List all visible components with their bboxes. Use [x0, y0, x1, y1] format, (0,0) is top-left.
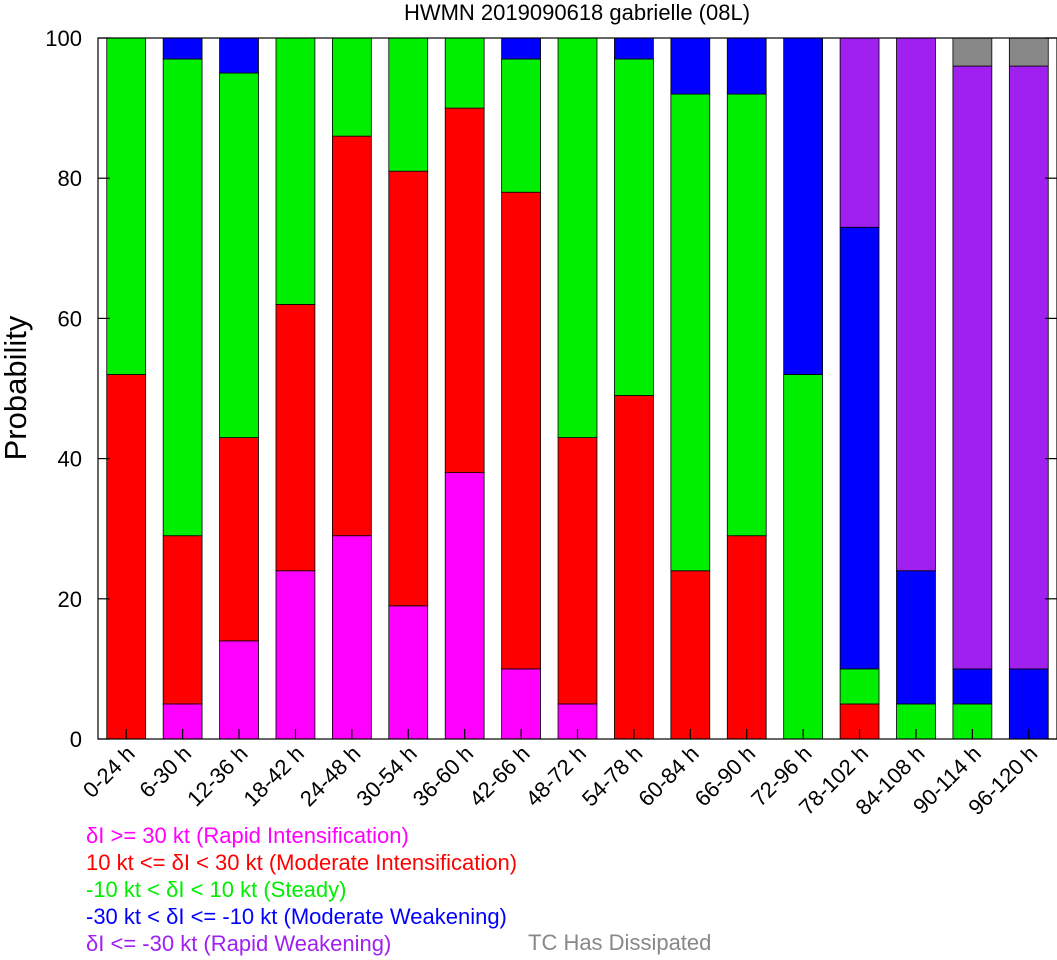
legend-entry-moderate-weakening: -30 kt < δI <= -10 kt (Moderate Weakenin… [86, 904, 507, 929]
bar-segment-1-3 [275, 303, 316, 572]
x-tick-label: 24-48 h [295, 741, 365, 811]
x-tick-label: 18-42 h [238, 741, 308, 811]
bar-segment-3-15 [952, 668, 993, 705]
bar-segment-3-11 [726, 37, 767, 95]
bar-segment-2-6 [444, 37, 485, 109]
bar-segment-4-16 [1008, 65, 1049, 670]
bar-segment-0-5 [388, 605, 429, 740]
bar-segment-4-15 [952, 65, 993, 670]
bar-segment-2-3 [275, 37, 316, 305]
x-tick-label: 12-36 h [182, 741, 252, 811]
bar-segment-1-8 [557, 437, 598, 705]
bar-segment-1-1 [162, 535, 203, 705]
chart-title: HWMN 2019090618 gabrielle (08L) [404, 0, 750, 25]
bar-segment-2-0 [106, 37, 147, 375]
bar-segment-1-0 [106, 374, 147, 740]
bar-segment-3-10 [670, 37, 711, 95]
bar-segment-2-2 [219, 72, 259, 438]
bar-segment-0-6 [444, 472, 485, 740]
bar-segment-4-14 [896, 37, 936, 572]
legend-entry-moderate-intensification: 10 kt <= δI < 30 kt (Moderate Intensific… [86, 850, 518, 875]
legend-entry-steady: -10 kt < δI < 10 kt (Steady) [86, 877, 347, 902]
bar-segment-2-1 [162, 58, 203, 537]
bar-segment-1-4 [331, 135, 372, 537]
bar-segment-0-4 [331, 535, 372, 740]
y-tick-label: 20 [58, 587, 82, 612]
legend-entry-rapid-intensification: δI >= 30 kt (Rapid Intensification) [86, 823, 409, 848]
legend-entry-dissipated: TC Has Dissipated [528, 930, 712, 955]
bar-segment-1-9 [614, 395, 654, 740]
y-tick-label: 80 [58, 166, 82, 191]
bar-segment-1-11 [726, 535, 767, 740]
bar-segment-1-5 [388, 170, 429, 607]
y-tick-label: 0 [70, 727, 82, 752]
bar-segment-2-10 [670, 93, 711, 572]
bar-segment-0-7 [501, 668, 541, 740]
legend: δI >= 30 kt (Rapid Intensification) 10 k… [86, 822, 517, 957]
bar-segment-2-7 [501, 58, 541, 193]
x-tick-label: 0-24 h [78, 741, 140, 803]
bar-segment-2-11 [726, 93, 767, 537]
bar-segment-3-2 [219, 37, 259, 74]
bar-segment-1-6 [444, 107, 485, 474]
x-tick-label: 30-54 h [351, 741, 421, 811]
bar-segment-3-13 [839, 226, 880, 670]
bar-segment-3-16 [1008, 668, 1049, 740]
x-tick-label: 48-72 h [521, 741, 591, 811]
bar-segment-2-12 [783, 374, 823, 740]
bar-segment-2-5 [388, 37, 429, 172]
bar-segment-3-14 [896, 570, 936, 705]
bar-segment-2-9 [614, 58, 654, 396]
x-tick-label: 36-60 h [408, 741, 478, 811]
y-tick-label: 40 [58, 447, 82, 472]
bar-segment-2-4 [331, 37, 372, 137]
bar-segment-3-1 [162, 37, 203, 60]
bar-segment-5-15 [952, 37, 993, 67]
y-axis-label: Probability [0, 315, 33, 460]
x-tick-label: 60-84 h [633, 741, 703, 811]
x-tick-label: 54-78 h [577, 741, 647, 811]
bar-segment-4-13 [839, 37, 880, 228]
bar-segment-5-16 [1008, 37, 1049, 67]
bars-group [106, 37, 1049, 740]
legend-entry-rapid-weakening: δI <= -30 kt (Rapid Weakening) [86, 931, 392, 956]
bar-segment-0-3 [275, 570, 316, 740]
bar-segment-3-9 [614, 37, 654, 60]
bar-segment-2-13 [839, 668, 880, 705]
bar-segment-2-8 [557, 37, 598, 438]
bar-segment-1-2 [219, 437, 259, 642]
x-tick-label: 66-90 h [690, 741, 760, 811]
y-tick-label: 60 [58, 306, 82, 331]
bar-segment-0-2 [219, 640, 259, 740]
bar-segment-3-7 [501, 37, 541, 60]
x-tick-label: 42-66 h [464, 741, 534, 811]
bar-segment-1-7 [501, 191, 541, 670]
bar-segment-1-10 [670, 570, 711, 740]
y-tick-label: 100 [45, 26, 82, 51]
bar-segment-3-12 [783, 37, 823, 375]
